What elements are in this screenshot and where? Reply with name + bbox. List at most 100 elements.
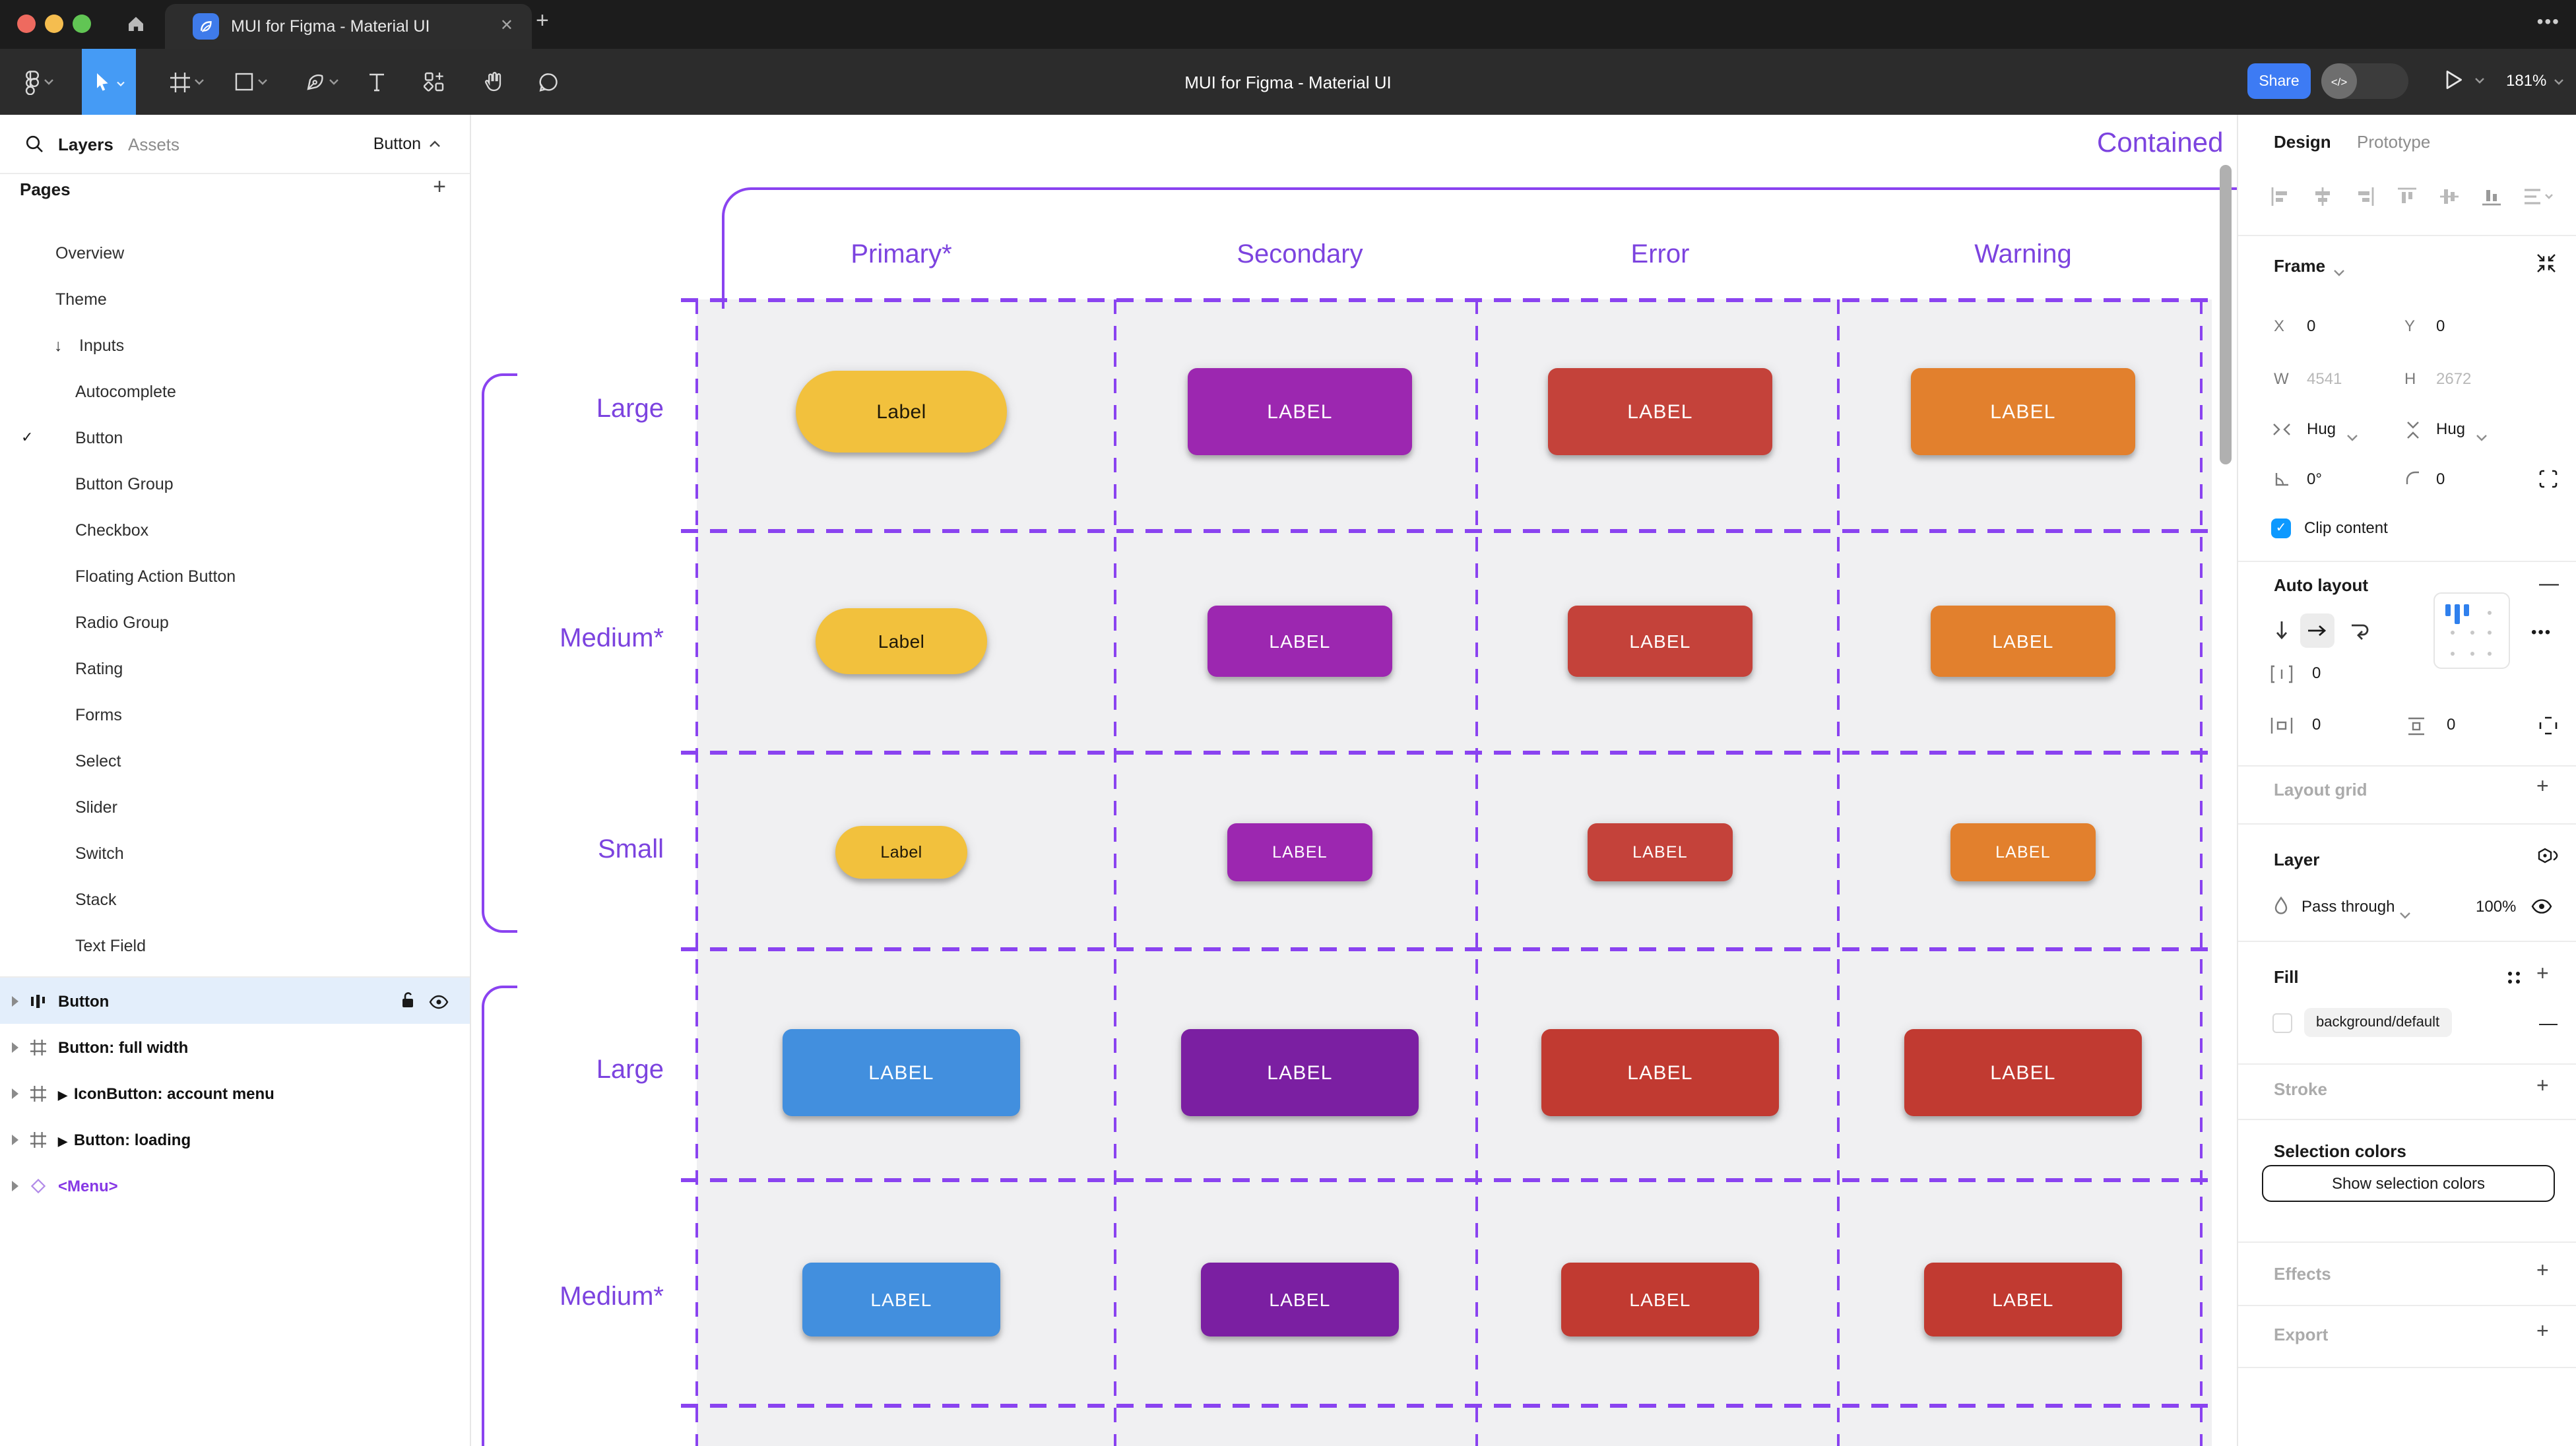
- layer-row[interactable]: <Menu>: [0, 1162, 470, 1209]
- gap-value[interactable]: 0: [2312, 664, 2321, 682]
- zoom-level-selector[interactable]: 181%: [2506, 71, 2563, 90]
- button-error-medium[interactable]: LABEL: [1568, 606, 1753, 677]
- button-error-large[interactable]: LABEL: [1548, 368, 1772, 455]
- tab-layers[interactable]: Layers: [58, 135, 113, 154]
- button-secondary-large-alt[interactable]: LABEL: [1181, 1029, 1419, 1116]
- layout-vertical-icon[interactable]: [2272, 620, 2291, 648]
- page-item[interactable]: Checkbox: [75, 520, 149, 539]
- page-item[interactable]: Radio Group: [75, 613, 169, 631]
- hug-horizontal-value[interactable]: Hug: [2307, 420, 2336, 438]
- add-stroke-button[interactable]: +: [2536, 1075, 2549, 1098]
- page-item-current[interactable]: ✓ Button: [21, 428, 123, 447]
- corner-radius-value[interactable]: 0: [2436, 470, 2445, 488]
- align-horizontal-center-icon[interactable]: [2312, 186, 2333, 207]
- present-button[interactable]: [2444, 67, 2485, 91]
- tab-close-icon[interactable]: ✕: [499, 16, 513, 34]
- button-primary-medium-alt[interactable]: LABEL: [802, 1263, 1000, 1336]
- add-layout-grid-button[interactable]: +: [2536, 776, 2549, 798]
- layer-row[interactable]: ▶ Button: loading: [0, 1116, 470, 1162]
- frame-tool-button[interactable]: [161, 49, 214, 115]
- remove-auto-layout-button[interactable]: —: [2539, 573, 2559, 595]
- minimize-window-button[interactable]: [45, 15, 63, 33]
- vertical-padding-value[interactable]: 0: [2447, 715, 2456, 734]
- w-value[interactable]: 4541: [2307, 369, 2342, 388]
- tab-assets[interactable]: Assets: [128, 135, 180, 154]
- page-item[interactable]: Forms: [75, 705, 122, 724]
- rotation-value[interactable]: 0°: [2307, 470, 2322, 488]
- align-bottom-icon[interactable]: [2481, 186, 2502, 207]
- move-tool-button[interactable]: [82, 49, 136, 115]
- page-item[interactable]: Rating: [75, 659, 123, 677]
- share-button[interactable]: Share: [2247, 63, 2311, 99]
- show-selection-colors-button[interactable]: Show selection colors: [2262, 1165, 2555, 1202]
- shape-tool-button[interactable]: [224, 49, 277, 115]
- align-left-icon[interactable]: [2270, 186, 2291, 207]
- add-effect-button[interactable]: +: [2536, 1260, 2549, 1282]
- remove-fill-button[interactable]: —: [2539, 1012, 2558, 1033]
- dev-mode-toggle[interactable]: </>: [2321, 63, 2408, 99]
- button-secondary-small[interactable]: LABEL: [1227, 823, 1372, 881]
- button-primary-medium[interactable]: Label: [816, 608, 987, 674]
- button-warning-medium[interactable]: LABEL: [1931, 606, 2115, 677]
- layout-wrap-icon[interactable]: [2349, 620, 2371, 646]
- page-item[interactable]: Select: [75, 751, 121, 770]
- frame-section-header[interactable]: Frame: [2274, 256, 2326, 276]
- expand-caret-icon[interactable]: [12, 1042, 18, 1052]
- button-secondary-large[interactable]: LABEL: [1188, 368, 1412, 455]
- button-primary-small[interactable]: Label: [835, 826, 967, 879]
- h-value[interactable]: 2672: [2436, 369, 2472, 388]
- hug-vertical-value[interactable]: Hug: [2436, 420, 2466, 438]
- expand-caret-icon[interactable]: [12, 995, 18, 1006]
- expand-caret-icon[interactable]: [12, 1134, 18, 1145]
- x-value[interactable]: 0: [2307, 317, 2316, 335]
- layer-opacity-value[interactable]: 100%: [2476, 897, 2517, 916]
- fill-style-chip[interactable]: background/default: [2304, 1008, 2452, 1037]
- blend-mode-icon[interactable]: [2536, 847, 2559, 875]
- align-right-icon[interactable]: [2354, 186, 2375, 207]
- comment-tool-button[interactable]: [527, 49, 569, 115]
- zoom-window-button[interactable]: [73, 15, 91, 33]
- page-item[interactable]: Overview: [55, 243, 125, 262]
- page-item[interactable]: Slider: [75, 798, 117, 816]
- page-item[interactable]: Autocomplete: [75, 382, 176, 400]
- tab-prototype[interactable]: Prototype: [2357, 132, 2431, 152]
- page-item[interactable]: Button Group: [75, 474, 174, 493]
- layer-visibility-eye-icon[interactable]: [2531, 897, 2552, 921]
- button-error-large-alt[interactable]: LABEL: [1541, 1029, 1779, 1116]
- resources-tool-button[interactable]: [413, 49, 455, 115]
- blend-mode-value[interactable]: Pass through: [2302, 897, 2395, 916]
- auto-layout-alignment-box[interactable]: [2433, 592, 2510, 669]
- layer-row-selected[interactable]: Button: [0, 978, 470, 1024]
- horizontal-padding-value[interactable]: 0: [2312, 715, 2321, 734]
- home-icon[interactable]: [125, 13, 146, 41]
- main-menu-button[interactable]: [16, 49, 61, 115]
- file-tab[interactable]: MUI for Figma - Material UI ✕: [165, 4, 532, 49]
- clip-content-label[interactable]: Clip content: [2304, 519, 2388, 537]
- button-error-small[interactable]: LABEL: [1588, 823, 1733, 881]
- add-page-button[interactable]: +: [433, 174, 446, 199]
- button-secondary-medium-alt[interactable]: LABEL: [1201, 1263, 1399, 1336]
- canvas-scrollbar[interactable]: [2220, 165, 2232, 464]
- independent-corners-icon[interactable]: [2539, 470, 2558, 495]
- button-secondary-medium[interactable]: LABEL: [1208, 606, 1392, 677]
- canvas[interactable]: Contained Primary* Secondary Error Warni…: [471, 115, 2237, 1446]
- expand-caret-icon[interactable]: [12, 1180, 18, 1191]
- button-warning-large[interactable]: LABEL: [1911, 368, 2135, 455]
- button-error-medium-alt[interactable]: LABEL: [1561, 1263, 1759, 1336]
- expand-caret-icon[interactable]: [12, 1088, 18, 1098]
- fill-color-swatch[interactable]: [2272, 1013, 2292, 1033]
- window-more-icon[interactable]: •••: [2536, 11, 2560, 32]
- new-tab-button[interactable]: +: [536, 8, 549, 33]
- button-primary-large-alt[interactable]: LABEL: [783, 1029, 1020, 1116]
- pen-tool-button[interactable]: [294, 49, 350, 115]
- page-item[interactable]: Stack: [75, 890, 117, 908]
- hand-tool-button[interactable]: [471, 49, 513, 115]
- tab-design[interactable]: Design: [2274, 132, 2331, 152]
- button-warning-large-alt[interactable]: LABEL: [1904, 1029, 2142, 1116]
- add-export-button[interactable]: +: [2536, 1321, 2549, 1343]
- align-top-icon[interactable]: [2397, 186, 2418, 207]
- search-icon[interactable]: [25, 135, 44, 160]
- page-item[interactable]: Theme: [55, 290, 107, 308]
- page-item[interactable]: Switch: [75, 844, 124, 862]
- independent-padding-icon[interactable]: [2539, 716, 2558, 741]
